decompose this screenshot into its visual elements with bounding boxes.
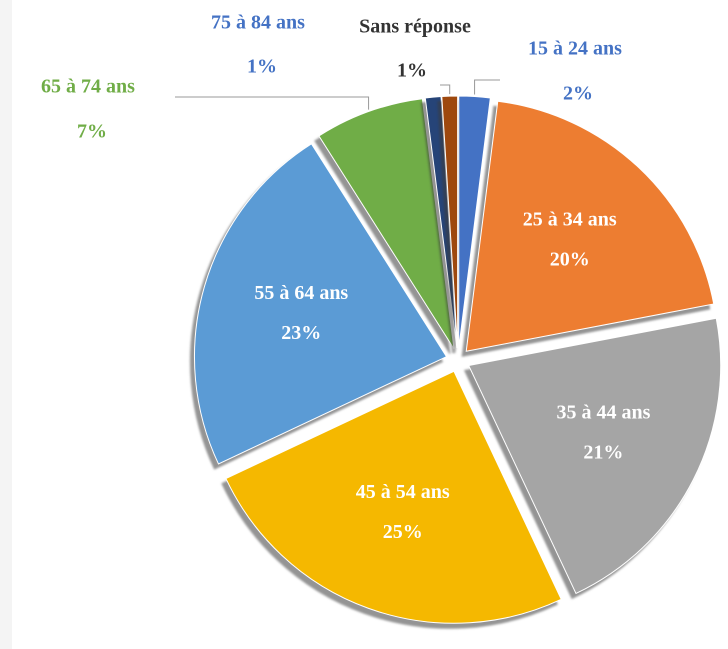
slice-value-label: 20% <box>550 249 590 271</box>
slice-label: 75 à 84 ans <box>211 12 305 34</box>
pie-slice <box>225 370 562 624</box>
slice-value-label: 21% <box>583 442 623 464</box>
slice-value-label: 2% <box>563 83 593 105</box>
pie-slice <box>458 95 491 349</box>
slice-value-label: 1% <box>397 60 427 82</box>
slice-value-label: 25% <box>383 521 423 543</box>
slice-label: 65 à 74 ans <box>41 76 135 98</box>
leader-line <box>474 79 500 95</box>
pie-slice <box>465 100 715 352</box>
pie-slice <box>424 96 458 349</box>
slice-value-label: 7% <box>77 121 107 143</box>
slice-value-label: 23% <box>281 322 321 344</box>
slice-label: 25 à 34 ans <box>523 209 617 231</box>
pie-slice <box>467 317 722 595</box>
slice-label: 55 à 64 ans <box>254 282 348 304</box>
slice-label: 35 à 44 ans <box>556 402 650 424</box>
pie-slice <box>441 95 459 349</box>
pie-slice <box>318 98 455 349</box>
slice-label: 15 à 24 ans <box>528 38 622 60</box>
slice-label: Sans réponse <box>359 16 471 38</box>
slice-label: 45 à 54 ans <box>356 481 450 503</box>
leader-line <box>440 84 451 95</box>
slice-value-label: 1% <box>247 56 277 78</box>
leader-line <box>175 96 370 110</box>
pie-slice <box>194 143 448 465</box>
